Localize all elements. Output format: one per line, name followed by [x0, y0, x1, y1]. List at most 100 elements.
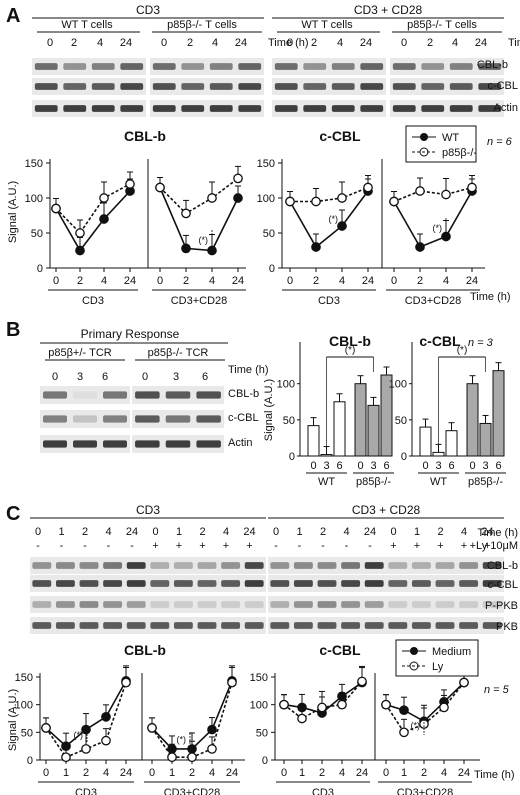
group-label-wt-left: WT T cells	[61, 19, 113, 31]
blot-background	[268, 617, 504, 634]
x-tick-label: 6	[383, 460, 389, 472]
x-tick-label: 24	[466, 275, 478, 287]
x-tick-label: 24	[362, 275, 374, 287]
blot-pkb-left	[30, 617, 266, 634]
blot-band	[221, 562, 241, 569]
ly-mark: +	[437, 540, 443, 552]
series-line-filled	[159, 187, 239, 252]
blot-band	[126, 622, 146, 629]
y-tick-label: 100	[277, 379, 295, 391]
blot-band	[293, 562, 313, 569]
blot-band	[244, 601, 264, 608]
blot-band	[364, 601, 384, 608]
x-tick-label: 4	[209, 767, 215, 779]
chart-title: CBL-b	[124, 642, 166, 658]
blot-band	[435, 622, 455, 629]
lane-label: 1	[58, 526, 64, 538]
x-tick-label: 2	[421, 767, 427, 779]
blot-band	[165, 440, 191, 448]
blot-actin-ko	[132, 435, 224, 453]
blot-label-ppkb: P-PKB	[485, 600, 518, 612]
blot-label-actin: Actin	[494, 102, 518, 114]
blot-band	[196, 440, 221, 448]
lane-label: 6	[102, 371, 108, 383]
lane-label: 2	[427, 37, 433, 49]
blot-pkb-right	[268, 617, 504, 634]
blot-cblb-wt-right	[272, 58, 386, 75]
blot-background	[30, 596, 266, 613]
x-tick-label: 3	[323, 460, 329, 472]
bar	[333, 401, 346, 457]
blot-band	[32, 601, 52, 608]
x-tick-label: 24	[124, 275, 136, 287]
x-group-label: CD3+CD28	[397, 787, 454, 795]
y-axis-label-c: Signal (A.U.)	[7, 689, 19, 751]
lane-label: 24	[360, 37, 372, 49]
bar	[492, 370, 505, 457]
data-point	[181, 208, 191, 219]
blot-background	[390, 58, 504, 75]
blot-band	[209, 105, 233, 112]
data-point	[125, 179, 135, 189]
lane-label: 0	[35, 526, 41, 538]
y-tick-label: 100	[257, 193, 275, 205]
blot-label-actin-b: Actin	[228, 437, 252, 449]
x-tick-label: 4	[441, 767, 447, 779]
blot-band	[392, 83, 416, 90]
blot-band	[270, 562, 290, 569]
data-point	[311, 196, 321, 207]
blot-band	[79, 601, 99, 608]
series-line-open	[159, 177, 239, 215]
x-tick-label: 1	[63, 767, 69, 779]
series-line-filled	[385, 681, 465, 723]
blot-band	[103, 391, 127, 399]
x-group-label: CD3	[82, 295, 104, 307]
blot-ccbl-het	[40, 410, 130, 428]
blot-band	[244, 580, 264, 587]
blot-band	[150, 622, 170, 629]
blot-band	[34, 105, 58, 112]
blot-band	[459, 580, 479, 587]
treatment-label-right: CD3 + CD28	[352, 503, 421, 517]
blot-band	[341, 601, 361, 608]
bar	[320, 454, 333, 457]
blot-band	[221, 580, 241, 587]
x-tick-label: 0	[310, 460, 316, 472]
blot-background	[150, 58, 264, 75]
y-tick-label: 100	[389, 379, 407, 391]
lane-label: 24	[126, 526, 138, 538]
blot-band	[482, 562, 502, 569]
blot-band	[196, 415, 221, 423]
blot-band	[55, 580, 75, 587]
blot-label-ccbl-c: c-CBL	[487, 579, 518, 591]
x-axis-time-label-c: Time (h)	[474, 769, 515, 781]
time-label-c: Time (h)	[477, 527, 518, 539]
lane-label: 1	[176, 526, 182, 538]
blot-band	[449, 105, 473, 112]
blot-background	[150, 78, 264, 95]
x-tick-label: 0	[357, 460, 363, 472]
series-line-open	[393, 186, 473, 203]
blot-background	[40, 410, 130, 428]
data-point	[51, 203, 61, 214]
treatment-label-left: CD3	[136, 3, 160, 17]
blot-band	[103, 622, 123, 629]
blot-ppkb-right	[268, 596, 504, 613]
lane-label: 2	[199, 526, 205, 538]
blot-background	[390, 100, 504, 117]
data-point	[207, 724, 217, 735]
lane-label: 24	[364, 526, 376, 538]
data-point	[167, 752, 177, 763]
group-label-ko-right: p85β-/- T cells	[407, 19, 477, 31]
data-point	[121, 677, 131, 688]
x-tick-label: 4	[339, 767, 345, 779]
time-label-b: Time (h)	[228, 364, 269, 376]
data-point	[61, 752, 71, 763]
group-label-ko-b: p85β-/- TCR	[148, 347, 209, 359]
blot-band	[196, 391, 221, 399]
blot-cblb-ko-right	[390, 58, 504, 75]
n-label-b: n = 3	[468, 337, 494, 349]
lane-label: 4	[223, 526, 229, 538]
ly-mark: +	[246, 540, 252, 552]
blot-ccbl-right	[268, 575, 504, 592]
